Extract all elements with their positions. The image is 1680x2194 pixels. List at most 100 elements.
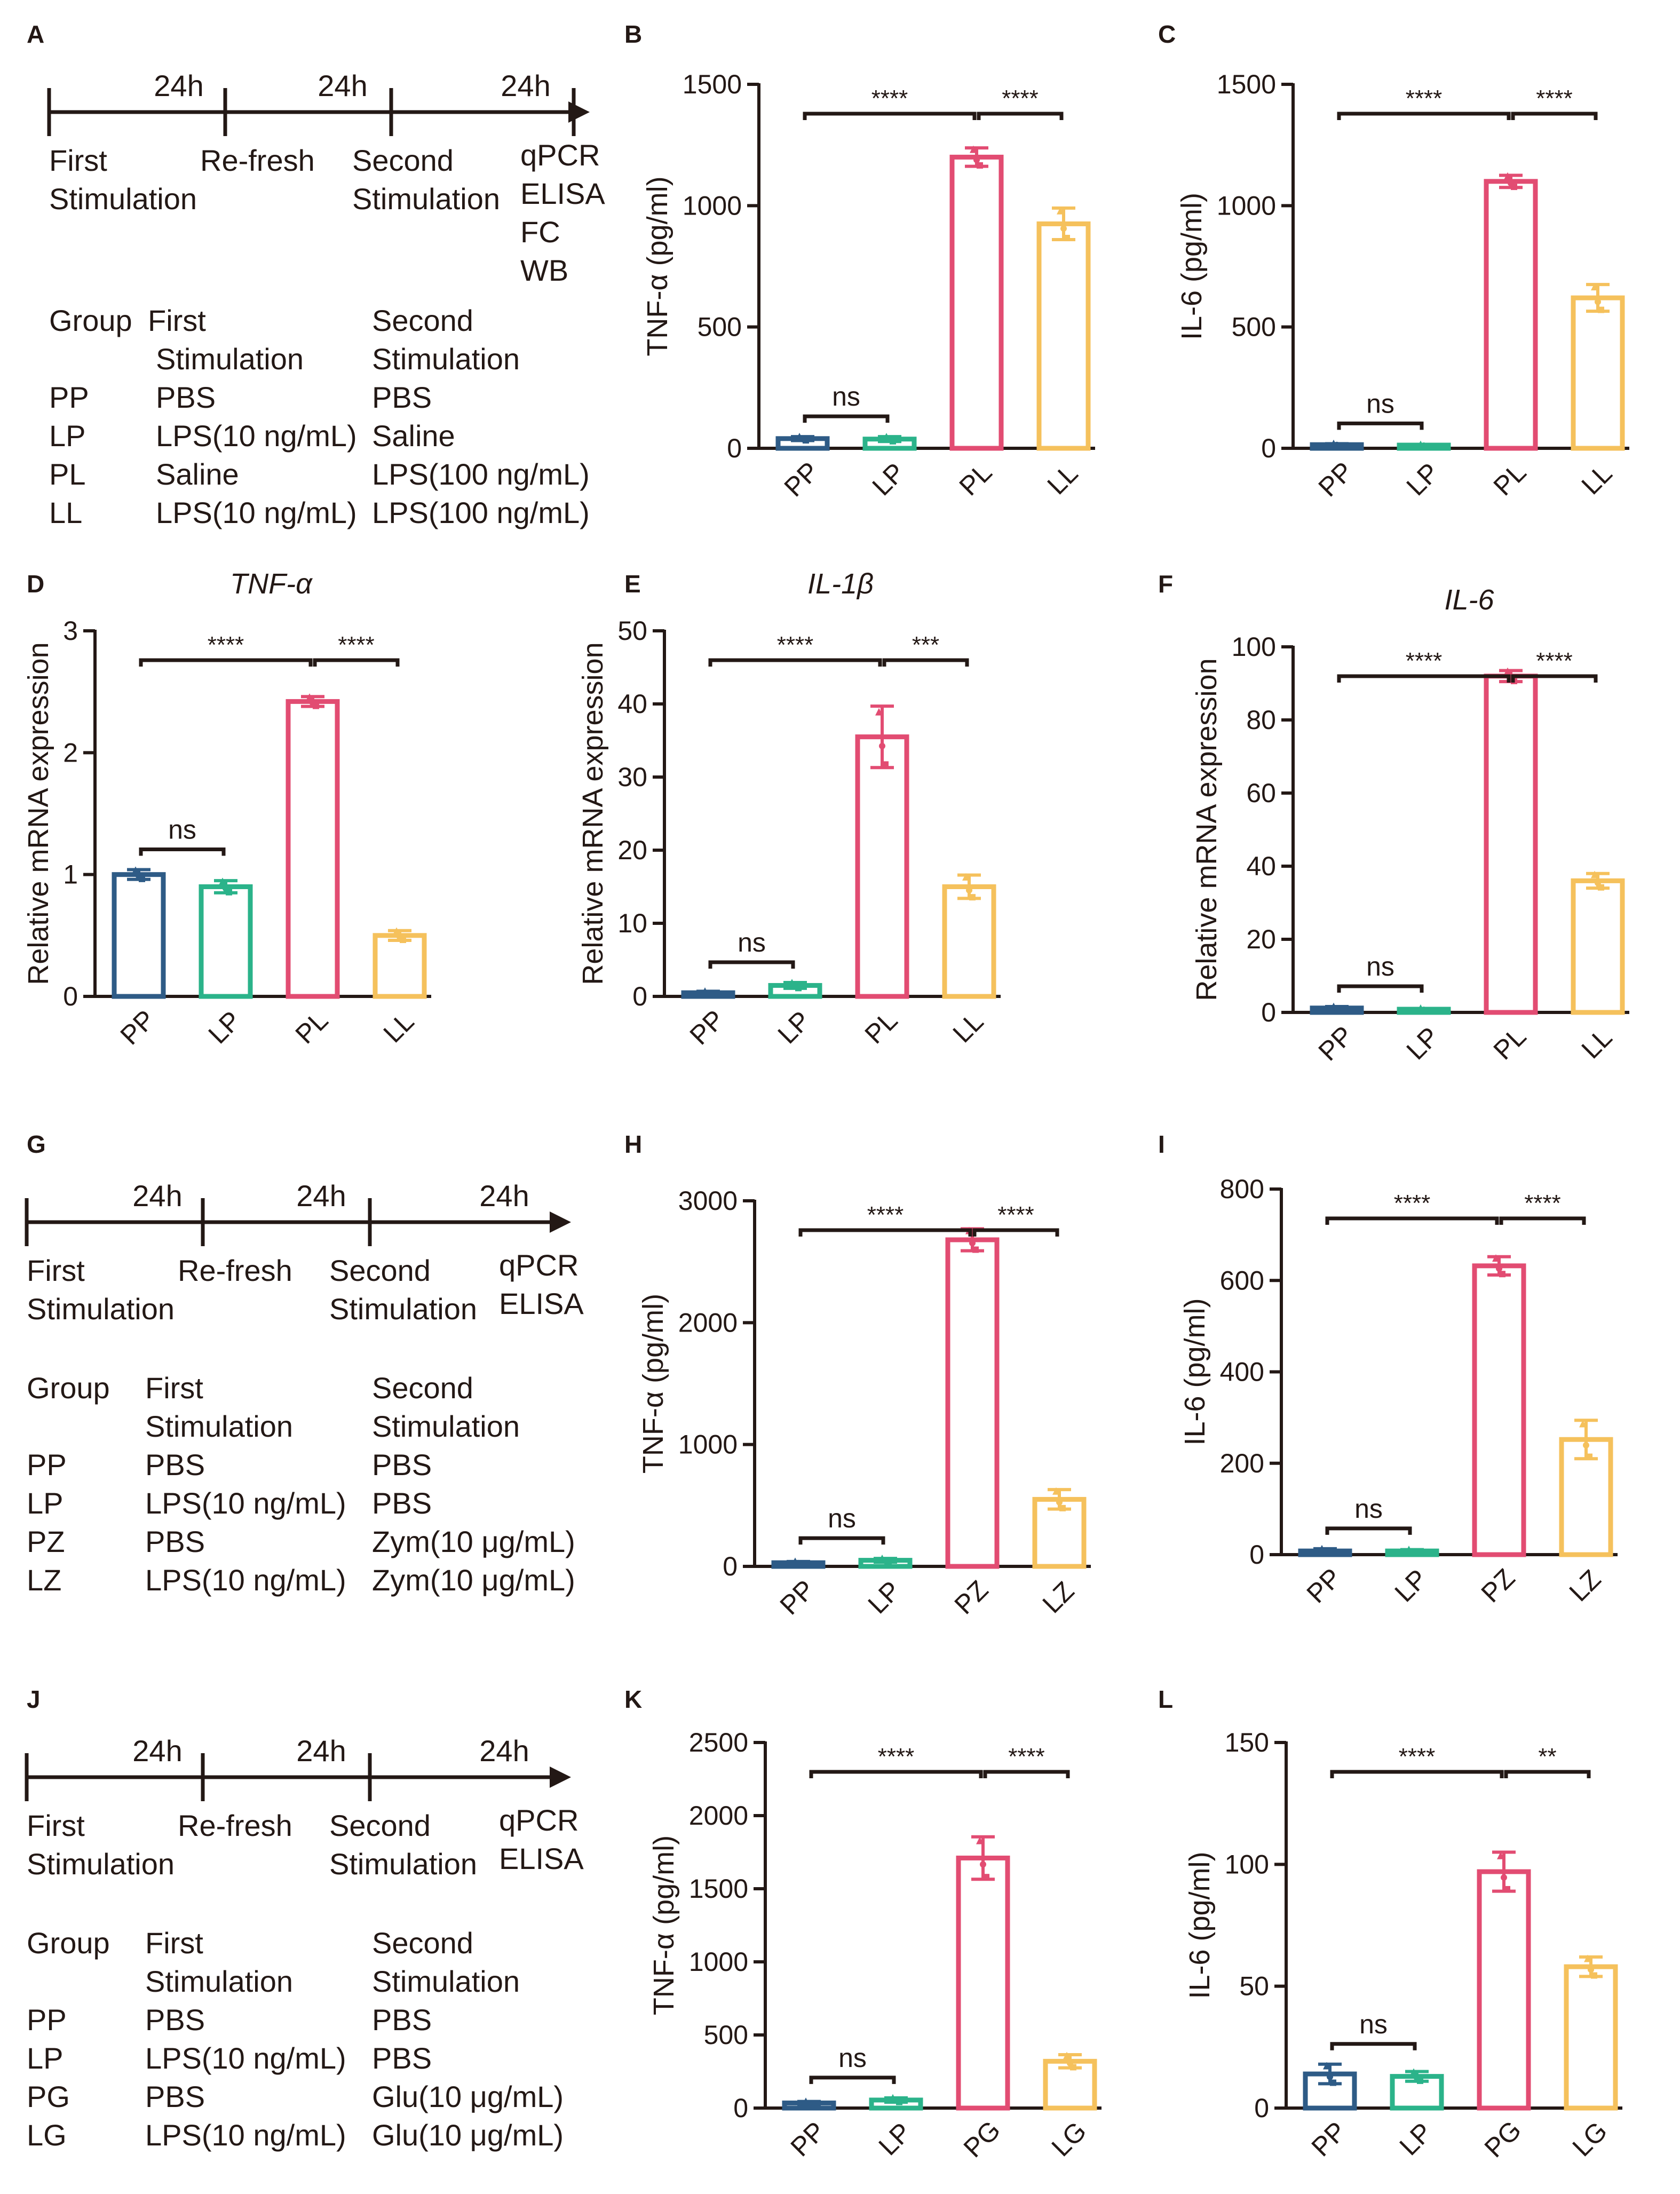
- step-label: Second: [329, 1809, 431, 1842]
- y-tick-label: 800: [1220, 1174, 1264, 1204]
- chart-e: E IL-1β 0 10 20 30 40 50 Relative mRNA expressio…: [577, 568, 1001, 1050]
- y-axis-label: IL-6 (pg/ml): [1176, 193, 1208, 340]
- significance-bracket: [803, 112, 977, 120]
- table-cell-first: PBS: [145, 1525, 205, 1558]
- x-tick-label: PL: [954, 457, 998, 502]
- significance-label: ****: [878, 1744, 915, 1770]
- bar-pl: [855, 734, 909, 999]
- table-header-first-sub: Stimulation: [145, 1409, 293, 1443]
- duration-label: 24h: [501, 69, 550, 102]
- data-point: [1496, 1265, 1502, 1272]
- data-point: [972, 1246, 979, 1253]
- data-point: [313, 702, 319, 709]
- significance-bracket: [972, 1228, 1059, 1237]
- table-cell-group: LP: [49, 419, 86, 453]
- y-tick-label: 10: [617, 908, 647, 938]
- bar-ll: [1571, 878, 1625, 1015]
- x-tick-label: LL: [378, 1007, 420, 1049]
- x-tick-label: LP: [867, 457, 911, 502]
- step-label: qPCR: [520, 138, 600, 172]
- significance-label: ****: [1008, 1744, 1045, 1770]
- significance-label: ****: [777, 632, 814, 658]
- table-header-second-sub: Stimulation: [372, 1965, 520, 1998]
- y-tick-label: 0: [723, 1551, 738, 1581]
- significance-label: ****: [1406, 648, 1443, 674]
- y-axis-label: Relative mRNA expression: [577, 642, 609, 985]
- table-cell-group: PZ: [27, 1525, 65, 1558]
- data-point: [1325, 1550, 1332, 1557]
- y-tick-label: 50: [617, 616, 647, 646]
- significance-bracket: [809, 2076, 896, 2084]
- data-point: [1579, 1420, 1587, 1428]
- significance-label: ns: [1366, 389, 1394, 418]
- data-point: [969, 1240, 976, 1247]
- significance-bracket: [1337, 112, 1511, 120]
- chart-b: B 0 500 1000 1500 TNF-α (pg/ml) PP LP PL LL ns ****…: [624, 20, 1095, 502]
- step-label: Re-fresh: [178, 1809, 292, 1842]
- x-tick-label: PZ: [949, 1575, 994, 1620]
- data-point: [1070, 2064, 1076, 2071]
- data-point: [885, 1558, 892, 1565]
- step-label: qPCR: [499, 1248, 579, 1282]
- panel-label: A: [27, 20, 44, 48]
- data-point: [803, 437, 809, 444]
- significance-bracket: [1337, 421, 1424, 430]
- significance-label: ns: [738, 928, 766, 957]
- x-tick-label: PL: [1488, 457, 1532, 502]
- table-cell-group: PP: [27, 1448, 67, 1482]
- significance-label: ****: [1399, 1744, 1436, 1770]
- x-tick-label: PP: [1313, 456, 1359, 503]
- data-point: [809, 2101, 815, 2108]
- panel-label: I: [1158, 1130, 1165, 1158]
- data-point: [1504, 667, 1511, 675]
- data-point: [1424, 1007, 1430, 1014]
- significance-label: ****: [1394, 1190, 1431, 1216]
- data-point: [1591, 1972, 1597, 1979]
- y-tick-label: 1000: [683, 191, 742, 220]
- x-tick-label: PP: [1301, 1563, 1348, 1609]
- table-cell-group: LP: [27, 1486, 64, 1520]
- x-tick-label: LP: [873, 2117, 917, 2161]
- significance-label: ****: [867, 1202, 904, 1228]
- y-tick-label: 0: [1261, 997, 1276, 1027]
- x-tick-label: PP: [115, 1004, 161, 1051]
- significance-label: ****: [997, 1202, 1034, 1228]
- significance-bracket: [1330, 1770, 1504, 1778]
- x-tick-label: LP: [1401, 1021, 1445, 1066]
- data-point: [879, 742, 885, 749]
- step-label: Re-fresh: [178, 1254, 292, 1287]
- data-point: [1410, 2068, 1417, 2076]
- chart-title: IL-6: [1444, 584, 1494, 616]
- data-point: [973, 156, 980, 163]
- bar-ll: [1036, 221, 1091, 451]
- table-header-second-sub: Stimulation: [372, 1409, 520, 1443]
- significance-bracket: [1325, 1526, 1412, 1535]
- table-cell-first: PBS: [156, 381, 216, 414]
- significance-label: ****: [338, 632, 375, 658]
- panel-label: K: [624, 1685, 642, 1713]
- significance-bracket: [1337, 984, 1424, 993]
- data-point: [966, 887, 972, 894]
- y-tick-label: 0: [1254, 2093, 1269, 2123]
- y-tick-label: 400: [1220, 1357, 1264, 1387]
- significance-label: **: [1538, 1744, 1556, 1770]
- y-tick-label: 0: [63, 981, 78, 1011]
- significance-label: ns: [1354, 1494, 1383, 1524]
- duration-label: 24h: [479, 1734, 529, 1768]
- data-point: [1327, 2073, 1333, 2080]
- y-tick-label: 50: [1239, 1971, 1269, 2001]
- significance-bracket: [313, 658, 400, 667]
- x-tick-label: PP: [1313, 1020, 1359, 1067]
- y-tick-label: 1000: [689, 1947, 748, 1977]
- data-point: [132, 866, 139, 874]
- y-axis-label: TNF-α (pg/ml): [641, 176, 673, 356]
- step-label: First: [49, 144, 107, 177]
- significance-bracket: [1330, 2042, 1417, 2050]
- table-cell-first: LPS(10 ng/mL): [145, 2118, 346, 2152]
- data-point: [1504, 172, 1511, 180]
- y-tick-label: 1500: [1217, 69, 1276, 99]
- data-point: [977, 162, 983, 169]
- data-point: [969, 894, 976, 901]
- significance-bracket: [882, 658, 969, 667]
